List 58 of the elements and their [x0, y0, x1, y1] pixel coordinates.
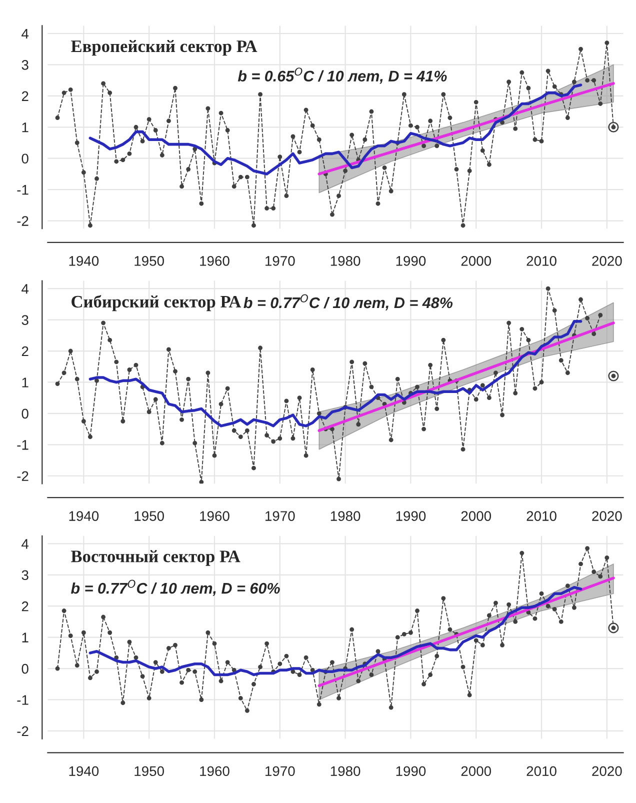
y-tick-label: 2 — [22, 346, 28, 356]
text: Сибирский сектор РА — [72, 294, 242, 312]
y-tick-label: 2 — [22, 601, 28, 612]
y-tick-label: -1 — [17, 695, 28, 705]
y-tick-label: 3 — [22, 570, 28, 580]
y-tick-label: 4 — [22, 284, 29, 294]
y-tick-label: 2 — [22, 91, 28, 101]
line-series — [88, 84, 582, 176]
line-series — [318, 576, 615, 688]
x-tick-label: 1990 — [396, 511, 426, 521]
x-tick-label: 2020 — [592, 766, 622, 776]
line-series — [318, 82, 615, 176]
x-tick-label: 1970 — [266, 766, 295, 776]
x-tick-label: 1950 — [134, 256, 164, 266]
x-tick-label: 2010 — [526, 766, 556, 776]
y-tick-label: 3 — [22, 60, 28, 70]
x-tick-label: 1960 — [200, 766, 230, 776]
x-tick-label: 1990 — [396, 766, 426, 776]
y-tick-label: 0 — [22, 664, 28, 674]
y-tick-label: 0 — [22, 154, 28, 164]
y-tick-label: -2 — [17, 471, 28, 481]
y-tick-label: 4 — [22, 28, 29, 39]
y-tick-label: 0 — [22, 408, 28, 419]
x-tick-label: 1940 — [69, 511, 99, 521]
x-tick-label: 1980 — [330, 256, 360, 266]
text: b = 0.77$^{O}$C / 10 лет, D = 60% — [70, 580, 280, 596]
y-tick-label: -1 — [17, 440, 28, 450]
x-tick-label: 1950 — [134, 511, 164, 521]
x-tick-label: 1980 — [330, 766, 360, 776]
x-tick-label: 1940 — [69, 766, 99, 776]
text: Восточный сектор РА — [71, 550, 240, 566]
x-tick-label: 2020 — [592, 256, 622, 266]
y-tick-label: 1 — [22, 632, 28, 642]
y-tick-label: -1 — [17, 185, 28, 195]
x-tick-label: 1940 — [69, 256, 99, 266]
x-tick-label: 2000 — [461, 256, 492, 266]
y-tick-label: -2 — [17, 726, 28, 736]
x-tick-label: 2010 — [526, 511, 556, 521]
x-tick-label: 2020 — [592, 511, 622, 521]
text: b = 0.77$^{O}$C / 10 лет, D = 48% — [244, 294, 453, 310]
y-tick-label: 1 — [22, 378, 28, 388]
x-tick-label: 1990 — [396, 256, 426, 266]
line-series — [88, 320, 582, 428]
x-tick-label: 1980 — [330, 511, 360, 521]
text: Европейский сектор РА — [71, 40, 258, 56]
x-tick-label: 1970 — [266, 511, 295, 521]
y-tick-label: -2 — [17, 216, 28, 226]
x-tick-label: 2000 — [461, 511, 492, 521]
x-tick-label: 1950 — [134, 766, 164, 776]
x-tick-label: 1960 — [200, 256, 230, 266]
y-tick-label: 1 — [22, 122, 28, 132]
y-tick-label: 3 — [22, 315, 28, 325]
x-tick-label: 2010 — [526, 256, 556, 266]
x-tick-label: 1970 — [266, 256, 295, 266]
y-tick-label: 4 — [22, 539, 29, 549]
x-tick-label: 1960 — [200, 511, 230, 521]
x-tick-label: 2000 — [461, 766, 492, 776]
text: b = 0.65$^{O}$C / 10 лет, D = 41% — [238, 68, 447, 84]
